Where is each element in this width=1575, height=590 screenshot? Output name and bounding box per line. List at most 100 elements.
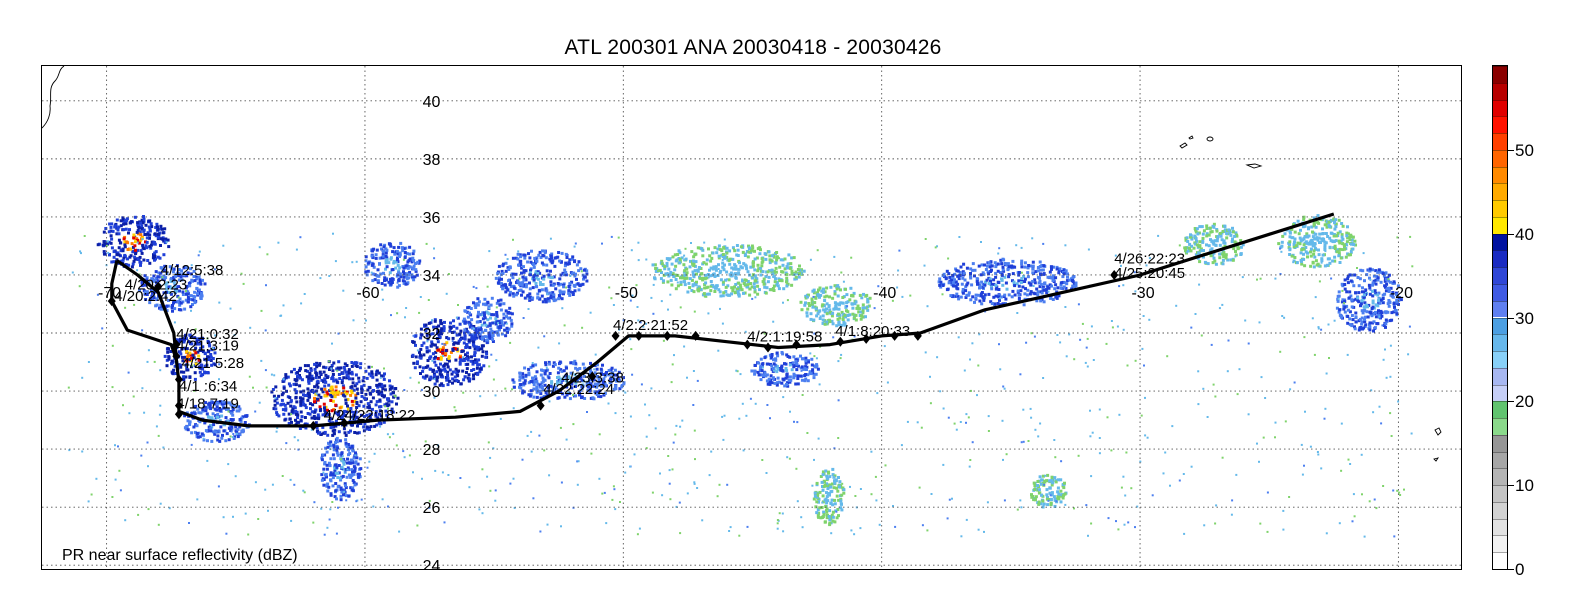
reflectivity-pixel xyxy=(1297,232,1301,236)
reflectivity-pixel xyxy=(939,280,943,284)
rain-cell xyxy=(1277,214,1357,269)
reflectivity-pixel xyxy=(704,273,708,277)
reflectivity-pixel xyxy=(519,263,523,267)
reflectivity-pixel xyxy=(497,264,501,268)
reflectivity-pixel xyxy=(299,418,303,422)
reflectivity-pixel xyxy=(1336,299,1340,303)
reflectivity-pixel xyxy=(741,279,744,283)
reflectivity-pixel xyxy=(308,395,311,399)
reflectivity-pixel xyxy=(203,364,207,368)
reflectivity-pixel xyxy=(1007,273,1011,276)
reflectivity-pixel xyxy=(1030,495,1034,499)
reflectivity-pixel xyxy=(342,427,346,431)
reflectivity-pixel xyxy=(538,385,542,389)
reflectivity-pixel xyxy=(1323,264,1327,268)
reflectivity-pixel xyxy=(488,322,492,326)
reflectivity-pixel xyxy=(502,312,506,316)
reflectivity-pixel xyxy=(749,249,753,253)
reflectivity-pixel xyxy=(1311,244,1315,248)
reflectivity-pixel xyxy=(300,415,304,419)
reflectivity-pixel xyxy=(474,306,478,309)
reflectivity-pixel xyxy=(554,298,558,302)
reflectivity-pixel xyxy=(828,320,832,324)
reflectivity-pixel xyxy=(861,311,865,315)
reflectivity-pixel xyxy=(653,263,657,267)
reflectivity-pixel xyxy=(1357,328,1361,332)
reflectivity-pixel xyxy=(1381,293,1385,297)
reflectivity-pixel xyxy=(339,498,343,502)
reflectivity-pixel xyxy=(206,439,209,443)
reflectivity-pixel xyxy=(211,430,215,434)
reflectivity-pixel xyxy=(1345,231,1349,235)
reflectivity-pixel xyxy=(1386,276,1390,280)
reflectivity-pixel xyxy=(672,275,676,278)
reflectivity-pixel xyxy=(1350,238,1354,242)
reflectivity-pixel xyxy=(976,293,980,297)
reflectivity-pixel xyxy=(1386,302,1390,306)
reflectivity-pixel xyxy=(740,288,744,292)
reflectivity-pixel xyxy=(1372,279,1376,283)
reflectivity-pixel xyxy=(140,251,144,255)
reflectivity-pixel xyxy=(344,438,348,442)
reflectivity-pixel xyxy=(1042,272,1046,276)
reflectivity-pixel xyxy=(222,402,226,406)
reflectivity-pixel xyxy=(335,380,339,384)
reflectivity-pixel xyxy=(1040,264,1044,267)
reflectivity-pixel xyxy=(163,354,167,358)
reflectivity-pixel xyxy=(183,338,186,342)
reflectivity-pixel xyxy=(356,462,360,466)
reflectivity-pixel xyxy=(812,318,816,322)
reflectivity-pixel xyxy=(207,358,211,361)
reflectivity-pixel xyxy=(353,384,357,388)
reflectivity-pixel xyxy=(669,278,673,282)
reflectivity-pixel xyxy=(691,262,695,266)
reflectivity-pixel xyxy=(380,383,384,387)
reflectivity-pixel xyxy=(770,356,774,360)
reflectivity-pixel xyxy=(350,473,354,477)
reflectivity-pixel xyxy=(1295,261,1299,265)
reflectivity-pixel xyxy=(323,453,327,457)
reflectivity-pixel xyxy=(535,385,539,389)
reflectivity-pixel xyxy=(1340,222,1344,225)
reflectivity-pixel xyxy=(126,257,129,261)
reflectivity-pixel xyxy=(432,372,436,376)
reflectivity-pixel xyxy=(207,425,211,429)
reflectivity-pixel xyxy=(121,216,125,220)
reflectivity-pixel xyxy=(404,264,408,268)
reflectivity-pixel xyxy=(1337,310,1341,314)
reflectivity-pixel xyxy=(547,275,551,279)
reflectivity-pixel xyxy=(676,284,680,288)
reflectivity-pixel xyxy=(1336,294,1340,298)
reflectivity-pixel xyxy=(328,444,332,448)
reflectivity-pixel xyxy=(792,365,796,369)
reflectivity-pixel xyxy=(297,369,301,373)
reflectivity-pixel xyxy=(507,327,511,331)
reflectivity-pixel xyxy=(124,218,128,222)
reflectivity-pixel xyxy=(1209,238,1212,242)
reflectivity-pixel xyxy=(1288,235,1292,239)
reflectivity-pixel xyxy=(365,413,369,417)
reflectivity-pixel xyxy=(165,304,169,308)
reflectivity-pixel xyxy=(288,384,292,388)
reflectivity-pixel xyxy=(321,413,325,417)
map-frame[interactable]: 4/12:5:38 4/20:2:23 4/20:2:42 4/21:0:32 4/21… xyxy=(41,65,1462,570)
reflectivity-pixel xyxy=(620,384,624,387)
reflectivity-pixel xyxy=(145,246,149,250)
reflectivity-pixel xyxy=(514,293,518,297)
reflectivity-pixel xyxy=(437,333,441,337)
reflectivity-pixel xyxy=(1003,262,1007,265)
reflectivity-pixel xyxy=(477,300,481,304)
reflectivity-pixel xyxy=(366,405,370,409)
reflectivity-pixel xyxy=(963,278,967,282)
reflectivity-pixel xyxy=(743,291,747,295)
reflectivity-pixel xyxy=(529,380,533,383)
reflectivity-pixel xyxy=(150,294,154,298)
reflectivity-pixel xyxy=(799,354,802,358)
reflectivity-pixel xyxy=(1224,254,1228,258)
reflectivity-pixel xyxy=(184,298,188,302)
reflectivity-pixel xyxy=(418,259,422,263)
reflectivity-pixel xyxy=(756,370,760,374)
reflectivity-pixel xyxy=(470,318,474,322)
reflectivity-pixel xyxy=(486,311,490,315)
reflectivity-pixel xyxy=(170,306,174,310)
